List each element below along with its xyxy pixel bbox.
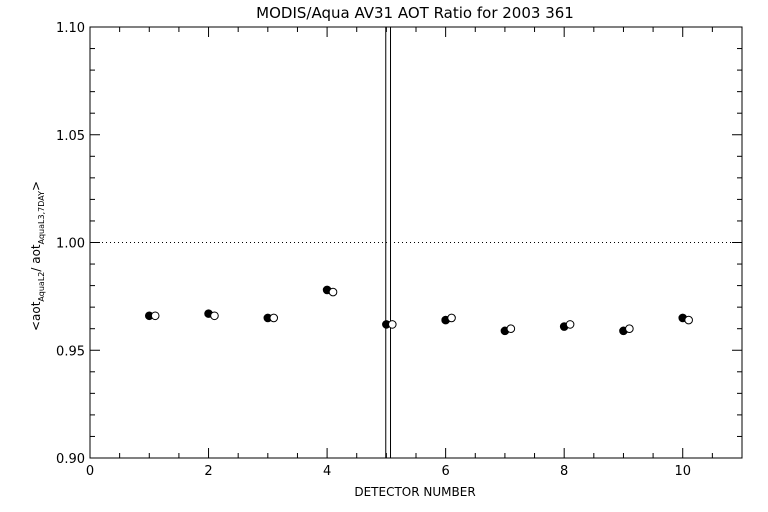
y-label-sub2: AquaL3,7DAY <box>37 191 46 244</box>
data-point-open <box>506 324 516 334</box>
x-tick-label: 6 <box>441 464 449 479</box>
data-point-open <box>210 311 219 321</box>
data-point-open <box>387 320 397 329</box>
y-tick-label: 1.10 <box>56 21 85 36</box>
data-point-open <box>328 287 338 297</box>
x-tick-label: 10 <box>674 464 691 479</box>
data-point-open <box>625 324 634 334</box>
x-tick-label: 0 <box>86 464 94 479</box>
y-tick-label: 0.90 <box>56 452 85 467</box>
y-label-sub1: AquaL2 <box>37 272 46 302</box>
chart-title: MODIS/Aqua AV31 AOT Ratio for 2003 361 <box>256 4 574 22</box>
data-point-open <box>150 311 160 321</box>
data-point-open <box>684 315 693 325</box>
y-axis-label: <aotAquaL2/ aotAquaL3,7DAY> <box>29 181 46 331</box>
y-tick-label: 1.05 <box>56 129 85 144</box>
y-label-prefix: <aot <box>29 301 43 331</box>
y-label-middle: / aot <box>29 244 43 272</box>
y-tick-label: 0.95 <box>56 344 85 359</box>
x-tick-label: 4 <box>323 464 331 479</box>
x-axis-label: DETECTOR NUMBER <box>354 485 475 499</box>
plot-frame <box>89 26 743 459</box>
data-point-open <box>447 313 456 323</box>
y-tick-label: 1.00 <box>56 237 85 252</box>
data-point-open <box>269 313 279 323</box>
data-point-open <box>565 320 575 329</box>
x-tick-label: 8 <box>560 464 568 479</box>
plot-area: 0 2 4 6 8 10 0.90 0.95 1.00 1.05 1.10 <box>56 21 743 479</box>
x-tick-label: 2 <box>204 464 212 479</box>
y-label-suffix: > <box>29 181 43 191</box>
